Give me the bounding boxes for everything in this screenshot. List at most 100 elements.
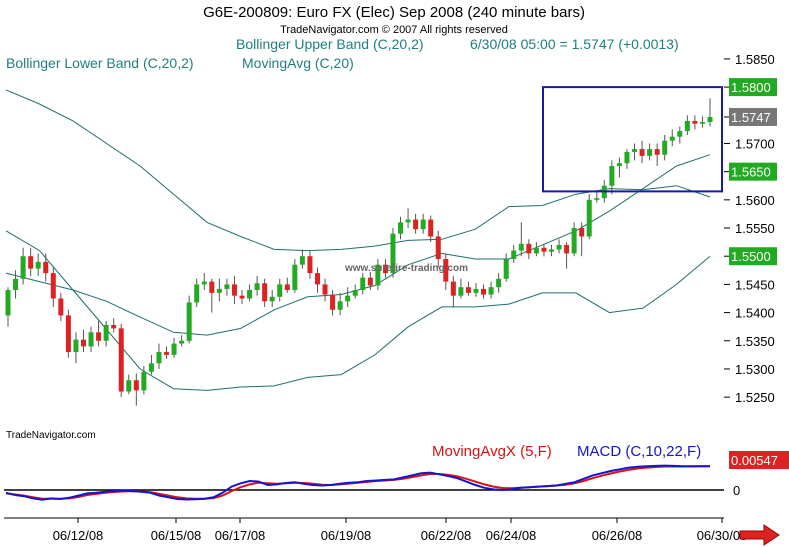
candle-body (216, 288, 222, 293)
candle-body (579, 228, 585, 237)
candle (571, 222, 577, 257)
candle-body (556, 244, 562, 250)
macd-ma-label: MovingAvgX (5,F) (432, 443, 552, 460)
candle-body (269, 296, 275, 302)
candle (13, 270, 19, 299)
candle-body (488, 287, 494, 295)
price-axis: 1.5850 1.5800 1.5747 1.5700 1.5650 1.5600 1.55… (724, 52, 777, 405)
candle (224, 278, 230, 296)
candle-body (179, 340, 185, 344)
x-tick-label: 06/26/08 (592, 528, 643, 543)
candle-body (398, 222, 404, 234)
candle-body (677, 131, 683, 137)
candle-body (111, 324, 117, 329)
candle (624, 149, 630, 169)
candle-body (148, 363, 154, 372)
candle (684, 115, 690, 136)
candle-body (73, 339, 79, 353)
candle (564, 242, 570, 269)
candle (699, 116, 705, 128)
candle (345, 287, 351, 307)
candle-body (171, 343, 177, 355)
candle-body (103, 324, 109, 341)
candle (330, 290, 336, 316)
candle (511, 244, 517, 263)
x-tick-label: 06/30/08 (697, 528, 748, 543)
candle (292, 259, 298, 293)
candle-body (322, 284, 328, 295)
lower-band-line (5, 230, 711, 391)
x-tick-label: 06/15/08 (151, 528, 202, 543)
candle-body (443, 259, 449, 282)
candle (647, 143, 653, 161)
y-tick-label: 1.5250 (735, 390, 775, 405)
candle-body (647, 149, 653, 156)
candle-body (473, 288, 479, 293)
candle-body (465, 287, 471, 293)
candle (111, 318, 117, 333)
candle-body (164, 352, 170, 355)
candle (616, 157, 622, 178)
price-badge-bg (729, 107, 777, 126)
y-tick-label: 1.5700 (735, 136, 775, 151)
y-tick-label: 1.5350 (735, 334, 775, 349)
candle-body (511, 250, 517, 260)
candle-body (692, 120, 698, 124)
candle (586, 194, 592, 240)
price-badge: 1.5500 (731, 249, 771, 264)
candle-body (526, 243, 532, 254)
candle (133, 373, 139, 406)
candle-body (330, 294, 336, 310)
candle-body (133, 380, 139, 391)
candle (284, 277, 290, 293)
candle (194, 278, 200, 307)
candle-body (707, 116, 713, 123)
candle (488, 281, 494, 299)
candle-body (533, 247, 539, 254)
candle-body (224, 284, 230, 289)
candle (420, 213, 426, 234)
price-badge-bg (729, 162, 777, 181)
candle (186, 295, 192, 344)
candle (375, 259, 381, 291)
candle (639, 140, 645, 164)
candle-body (367, 277, 373, 286)
x-tick-label: 06/17/08 (215, 528, 266, 543)
x-tick-label: 06/12/08 (53, 528, 104, 543)
candle (662, 135, 668, 161)
candle (96, 321, 102, 347)
candle (435, 230, 441, 268)
candle (231, 275, 237, 305)
candle-body (571, 228, 577, 254)
candle-body (405, 219, 411, 223)
candle (443, 253, 449, 291)
candle (413, 213, 419, 234)
candle-body (254, 283, 260, 291)
x-tick-label: 06/24/08 (486, 528, 537, 543)
scroll-right-arrow-icon[interactable] (739, 524, 780, 546)
date-axis: 06/12/08 06/15/08 06/17/08 06/19/08 06/22/08… (53, 518, 748, 543)
candle (390, 228, 396, 278)
highlight-box (542, 86, 723, 193)
middle-ma-line (5, 154, 711, 336)
footer-brand: TradeNavigator.com (6, 430, 96, 441)
candle-body (458, 287, 464, 296)
ma-label: MovingAvg (C,20) (242, 55, 354, 71)
candle (28, 247, 34, 276)
macd-zero-label: 0 (733, 483, 740, 498)
candle-body (654, 149, 660, 155)
candle-body (35, 261, 41, 269)
candle (473, 283, 479, 297)
macd-line (5, 464, 710, 501)
candle (156, 343, 162, 369)
candle (20, 247, 26, 285)
candle (465, 281, 471, 296)
candle (171, 337, 177, 358)
candle (548, 244, 554, 257)
candle (103, 321, 109, 347)
candle-body (43, 261, 49, 274)
candle (669, 129, 675, 147)
candle (496, 273, 502, 293)
price-badge: 1.5800 (731, 80, 771, 95)
